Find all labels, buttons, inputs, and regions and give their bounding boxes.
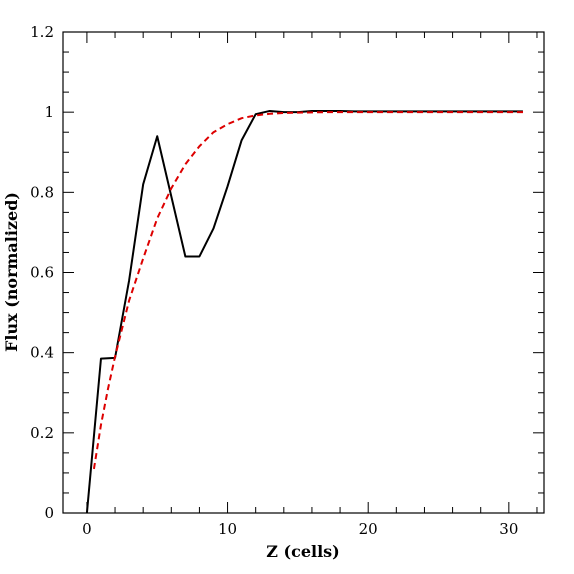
dashed-series-line (92, 111, 526, 470)
plot-frame (62, 31, 545, 514)
y-tick-label: 0.2 (30, 424, 54, 442)
y-tick-label: 0.6 (30, 264, 54, 282)
x-tick-label: 10 (218, 520, 237, 538)
x-axis-title: Z (cells) (266, 542, 339, 561)
series-group (85, 109, 526, 514)
y-tick-label: 0.4 (30, 344, 54, 362)
solid-series-line (85, 109, 523, 514)
x-tick-label: 20 (359, 520, 378, 538)
axis-ticks (63, 31, 544, 514)
x-tick-label: 0 (82, 520, 92, 538)
y-tick-label: 1.2 (30, 23, 54, 41)
y-tick-label: 0 (44, 504, 54, 522)
y-tick-label: 0.8 (30, 183, 54, 201)
x-tick-label: 30 (499, 520, 518, 538)
y-axis-title: Flux (normalized) (2, 192, 21, 352)
tick-labels: 0 10 20 30 0 0.2 0.4 0.6 0.8 1 1.2 (30, 23, 518, 538)
y-tick-label: 1 (44, 103, 54, 121)
